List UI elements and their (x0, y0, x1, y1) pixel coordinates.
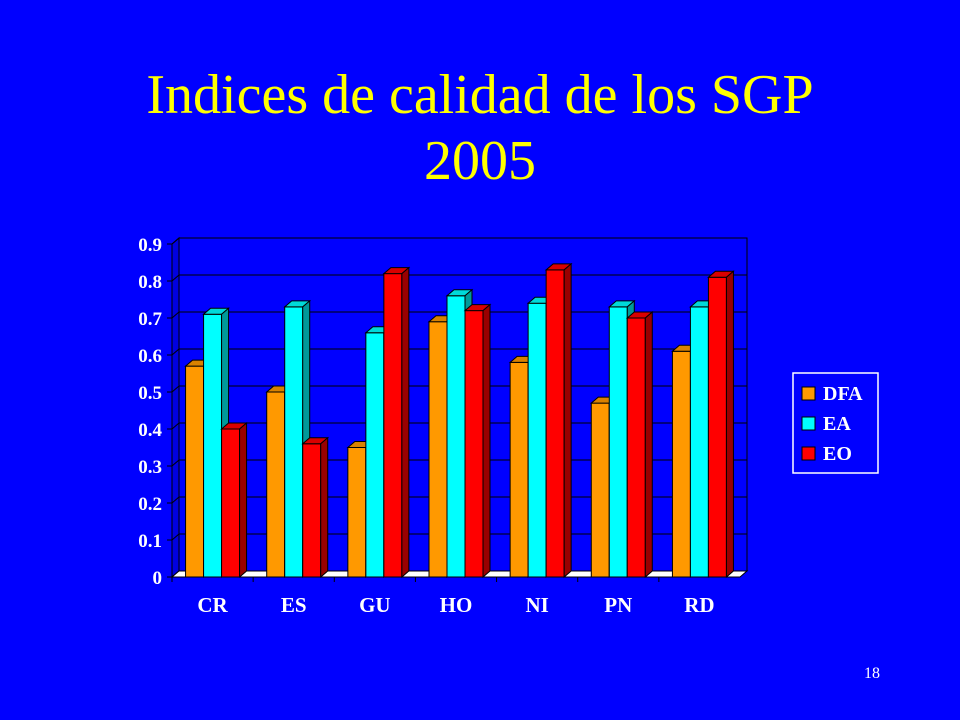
bar-es-dfa (266, 391, 286, 578)
gridline-side (171, 496, 180, 504)
bar-pn-eo (626, 317, 646, 578)
gridline-side (171, 533, 180, 541)
x-tick-label: HO (440, 593, 473, 617)
y-tick-label: 0.9 (138, 235, 162, 256)
bar-ni-eo (545, 269, 565, 578)
bar-pn-ea (608, 306, 628, 578)
bar-cr-eo (221, 428, 241, 578)
bar-ho-dfa (428, 321, 448, 578)
slide-title-line2: 2005 (424, 130, 536, 192)
legend-swatch-ea (801, 416, 816, 431)
x-tick-label: CR (197, 593, 228, 617)
bar-ni-dfa (509, 361, 529, 578)
y-tick-label: 0.2 (138, 494, 162, 515)
y-tick-label: 0 (153, 568, 163, 589)
legend-swatch-eo (801, 446, 816, 461)
bar-cr-eo-side (239, 421, 248, 579)
y-tick-label: 0.7 (138, 309, 162, 330)
bar-ni-eo-side (563, 262, 572, 579)
bar-pn-dfa (590, 402, 610, 578)
bar-es-ea (284, 306, 304, 578)
y-tick-label: 0.3 (138, 457, 162, 478)
gridline-side (171, 237, 180, 245)
gridline-side (171, 274, 180, 282)
slide-title-line1: Indices de calidad de los SGP (146, 64, 814, 126)
x-tick-label: PN (604, 593, 632, 617)
y-tick-label: 0.6 (138, 346, 162, 367)
bar-rd-eo (707, 276, 727, 578)
bar-rd-dfa (671, 350, 691, 578)
gridline-side (171, 459, 180, 467)
bar-es-eo-side (320, 436, 329, 579)
bar-ni-ea (527, 302, 547, 578)
x-tick-label: GU (359, 593, 391, 617)
bar-gu-eo (383, 273, 403, 578)
bar-pn-eo-side (644, 310, 653, 579)
gridline-side (171, 311, 180, 319)
bar-gu-ea (365, 332, 385, 578)
bar-gu-eo-side (401, 266, 410, 579)
legend-swatch-dfa (801, 386, 816, 401)
bar-ho-ea (446, 295, 466, 578)
x-tick-label: NI (525, 593, 548, 617)
y-tick-label: 0.8 (138, 272, 162, 293)
slide-title: Indices de calidad de los SGP 2005 (0, 62, 960, 194)
legend-label-ea: EA (823, 413, 851, 435)
bar-ho-eo-side (482, 303, 491, 579)
bar-cr-ea (203, 313, 223, 578)
bar-cr-dfa (185, 365, 205, 578)
bar-rd-ea (689, 306, 709, 578)
legend-label-dfa: DFA (823, 383, 863, 405)
bar-ho-eo (464, 310, 484, 578)
gridline-side (171, 422, 180, 430)
y-tick-label: 0.1 (138, 531, 162, 552)
bar-es-eo (302, 443, 322, 578)
legend-label-eo: EO (823, 443, 852, 465)
x-tick-label: ES (281, 593, 307, 617)
bar-gu-dfa (347, 447, 367, 578)
page-number: 18 (864, 665, 880, 682)
y-tick-label: 0.4 (138, 420, 162, 441)
gridline-side (171, 385, 180, 393)
gridline-side (171, 348, 180, 356)
x-tick-label: RD (684, 593, 714, 617)
y-tick-label: 0.5 (138, 383, 162, 404)
bar-rd-eo-side (725, 270, 734, 579)
plot-side-wall (171, 236, 180, 579)
